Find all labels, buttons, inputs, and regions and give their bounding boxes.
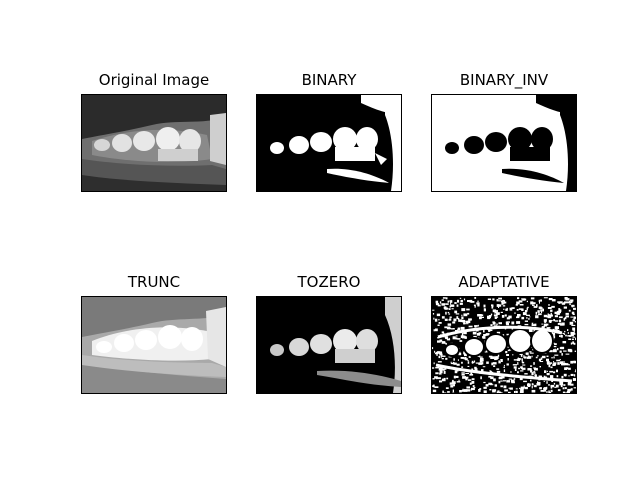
panel-adaptative: ADAPTATIVE — [431, 273, 577, 394]
trunc-image — [81, 296, 227, 394]
adaptive-image — [431, 296, 577, 394]
panel-title: TRUNC — [127, 273, 181, 291]
binary-image — [256, 94, 402, 192]
tozero-image — [256, 296, 402, 394]
panel-title: ADAPTATIVE — [458, 273, 550, 291]
panel-title: BINARY_INV — [459, 71, 549, 89]
original-image — [81, 94, 227, 192]
panel-binary: BINARY — [256, 71, 402, 192]
panel-title: TOZERO — [297, 273, 361, 291]
panel-binary-inv: BINARY_INV — [431, 71, 577, 192]
panel-original: Original Image — [81, 71, 227, 192]
panel-title: BINARY — [301, 71, 357, 89]
panel-tozero: TOZERO — [256, 273, 402, 394]
panel-trunc: TRUNC — [81, 273, 227, 394]
binary-inv-image — [431, 94, 577, 192]
panel-title: Original Image — [98, 71, 210, 89]
